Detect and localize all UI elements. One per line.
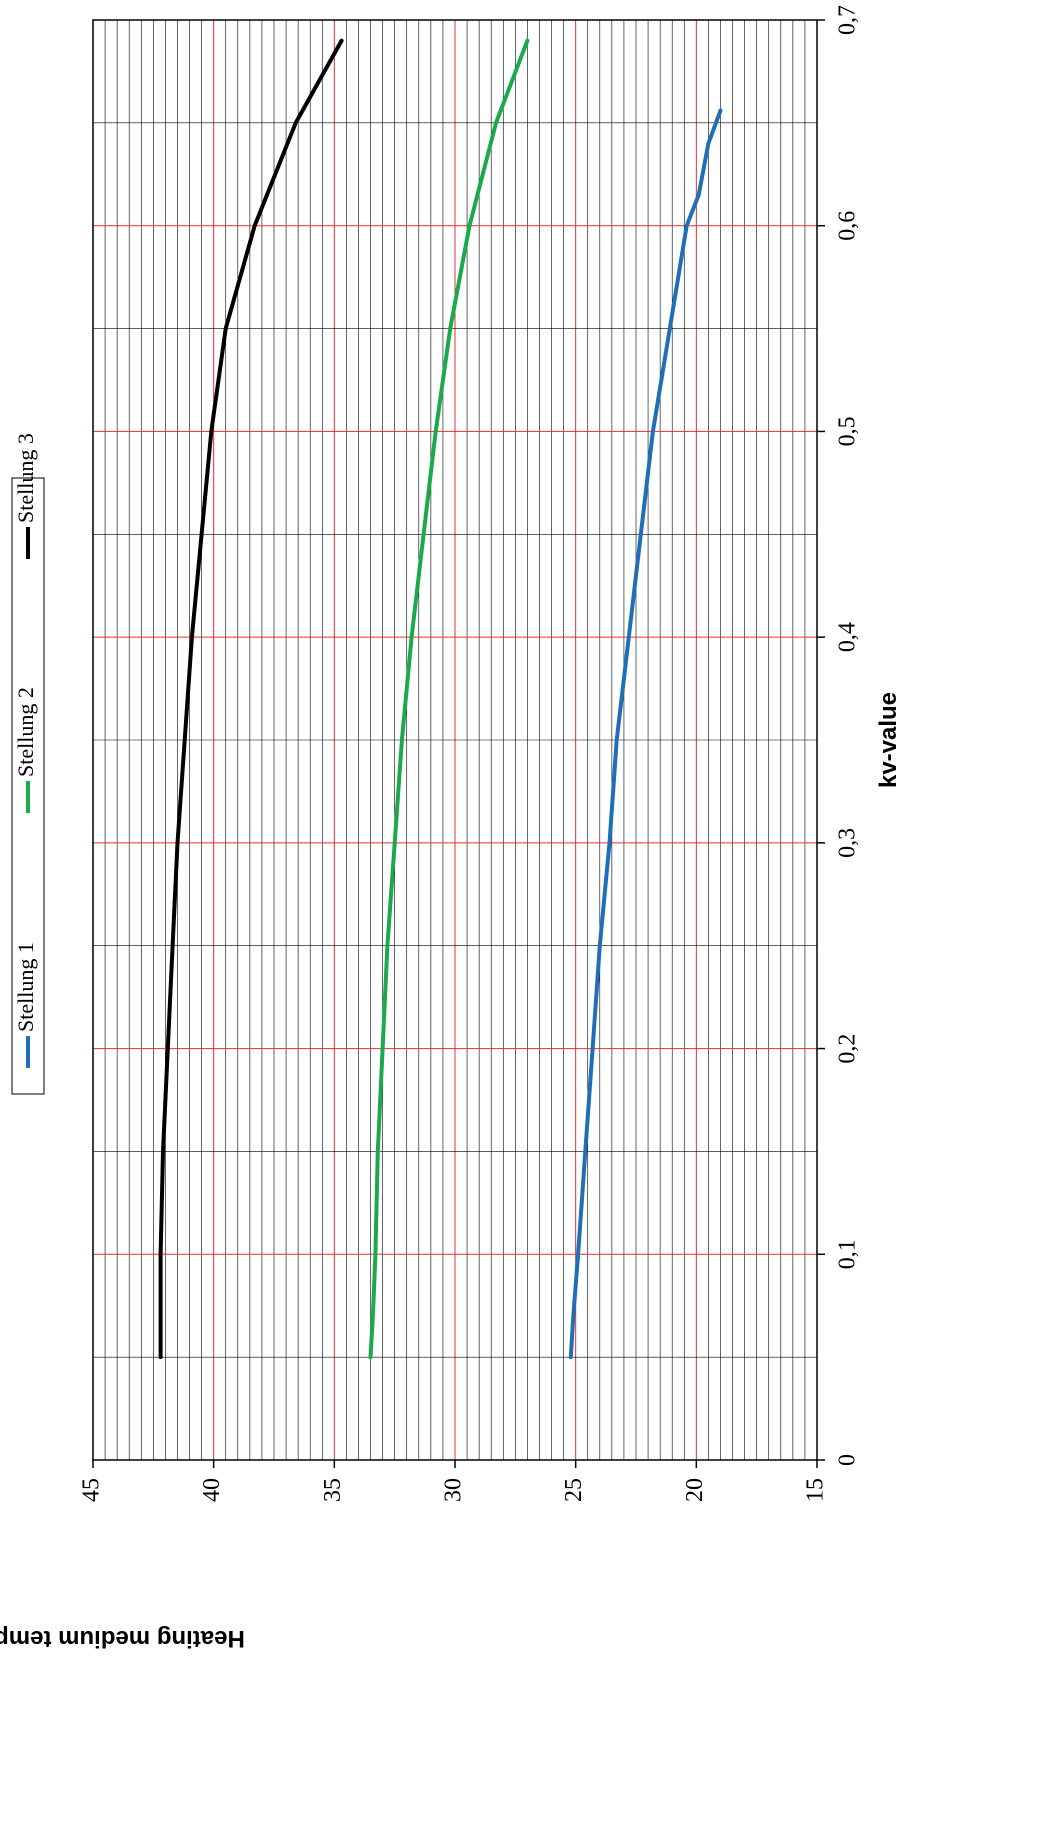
y-tick-label: 30 <box>441 1478 467 1502</box>
y-axis-label: Heating medium temperature [°C] <box>0 1625 245 1652</box>
legend: Stellung 1 Stellung 2 Stellung 3 <box>11 433 45 1095</box>
legend-label-1: Stellung 1 <box>13 942 38 1032</box>
x-axis-label: kv-value <box>875 692 902 788</box>
y-tick-label: 25 <box>561 1478 587 1502</box>
x-tick-label: 0,4 <box>835 622 861 652</box>
series-line-2 <box>368 38 530 1360</box>
x-tick-label: 0,5 <box>835 416 861 446</box>
legend-label-3: Stellung 3 <box>13 433 38 523</box>
x-tick-label: 0,6 <box>835 211 861 241</box>
x-tick-label: 0,3 <box>835 828 861 858</box>
y-tick-label: 20 <box>682 1478 708 1502</box>
y-tick-label: 40 <box>199 1478 225 1502</box>
legend-label-2: Stellung 2 <box>13 687 38 777</box>
x-tick-label: 0,1 <box>835 1239 861 1269</box>
x-tick-label: 0,2 <box>835 1034 861 1064</box>
tick-labels: 0 0,1 0,2 0,3 0,4 0,5 0,6 0,7 45 40 35 30 25 20 15 <box>79 5 861 1502</box>
y-tick-label: 15 <box>803 1478 829 1502</box>
y-tick-label: 45 <box>79 1478 105 1502</box>
x-tick-label: 0,7 <box>835 5 861 35</box>
series-line-1 <box>568 108 723 1360</box>
x-tick-label: 0 <box>835 1454 861 1466</box>
series-lines <box>158 38 723 1360</box>
grid-lines <box>92 19 818 1461</box>
series-line-3 <box>158 38 344 1360</box>
y-tick-label: 35 <box>320 1478 346 1502</box>
